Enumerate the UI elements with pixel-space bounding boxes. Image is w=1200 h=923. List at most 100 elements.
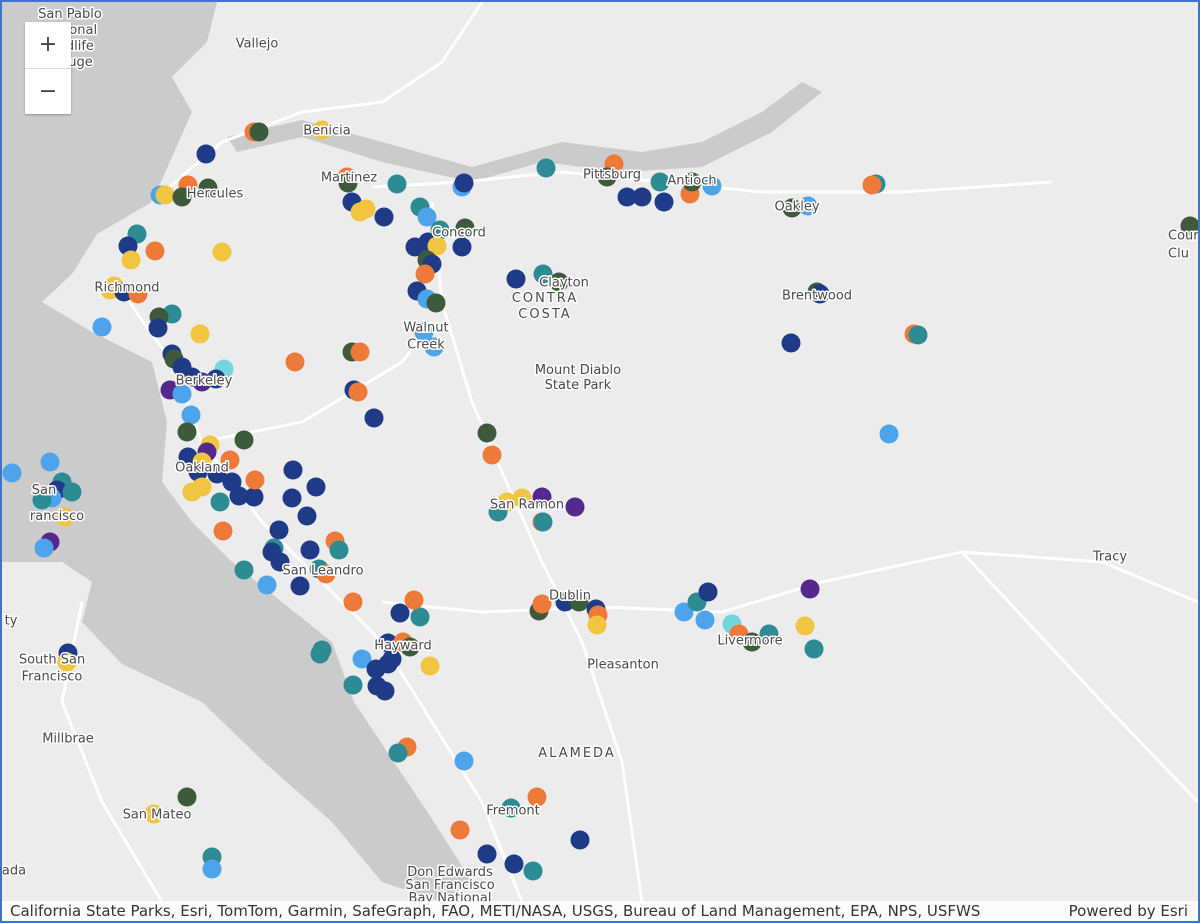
place-label: San Leandro — [282, 564, 363, 579]
location-marker — [57, 652, 77, 672]
place-label: San — [32, 483, 56, 498]
location-marker — [536, 158, 556, 178]
location-marker — [512, 488, 532, 508]
water — [2, 2, 822, 902]
zoom-in-button[interactable]: + — [38, 32, 58, 57]
location-marker — [533, 512, 553, 532]
location-marker — [34, 538, 54, 558]
location-marker — [212, 242, 232, 262]
place-label: South San — [19, 653, 85, 668]
place-label: rancisco — [30, 509, 84, 524]
place-label: COSTA — [518, 307, 571, 322]
location-marker — [452, 237, 472, 257]
location-marker — [210, 492, 230, 512]
location-marker — [879, 424, 899, 444]
place-label: Mount Diablo — [535, 363, 621, 378]
place-label: Antioch — [667, 174, 716, 189]
location-marker — [532, 594, 552, 614]
location-marker — [350, 342, 370, 362]
location-marker — [364, 408, 384, 428]
location-marker — [682, 172, 702, 192]
place-label: Francisco — [22, 670, 83, 685]
location-marker — [504, 854, 524, 874]
location-marker — [182, 367, 202, 387]
location-marker — [378, 633, 398, 653]
location-marker — [782, 198, 802, 218]
location-marker — [415, 264, 435, 284]
location-marker — [32, 490, 52, 510]
location-marker — [343, 592, 363, 612]
location-marker — [213, 521, 233, 541]
place-label: Cour — [1168, 229, 1198, 244]
location-marker — [220, 450, 240, 470]
location-marker — [523, 861, 543, 881]
location-marker — [410, 607, 430, 627]
location-marker — [426, 293, 446, 313]
location-marker — [145, 241, 165, 261]
location-marker — [229, 486, 249, 506]
location-marker — [798, 196, 818, 216]
location-marker — [297, 506, 317, 526]
location-marker — [62, 482, 82, 502]
location-marker — [177, 787, 197, 807]
attribution-bar: California State Parks, Esri, TomTom, Ga… — [2, 901, 1198, 921]
location-marker — [245, 470, 265, 490]
location-marker — [781, 333, 801, 353]
place-label: San Pablo — [38, 7, 102, 22]
zoom-control: + − — [25, 22, 71, 114]
location-marker — [698, 582, 718, 602]
location-marker — [800, 579, 820, 599]
place-label: ty — [5, 614, 18, 629]
location-marker — [144, 804, 164, 824]
place-label: Dublin — [549, 589, 591, 604]
place-label: Millbrae — [42, 732, 94, 747]
location-marker — [155, 185, 175, 205]
location-marker — [270, 552, 290, 572]
location-marker — [1180, 216, 1198, 236]
location-marker — [477, 423, 497, 443]
location-marker — [329, 540, 349, 560]
location-marker — [300, 540, 320, 560]
location-marker — [632, 187, 652, 207]
location-marker — [570, 830, 590, 850]
location-marker — [654, 192, 674, 212]
place-label: Clu — [1168, 247, 1189, 262]
location-marker — [375, 681, 395, 701]
location-marker — [192, 477, 212, 497]
place-label: Clayton — [539, 276, 589, 291]
location-marker — [569, 592, 589, 612]
place-label: Benicia — [303, 124, 351, 139]
location-marker — [501, 798, 521, 818]
location-marker — [702, 176, 722, 196]
location-marker — [198, 178, 218, 198]
location-marker — [555, 592, 575, 612]
location-marker — [196, 144, 216, 164]
location-marker — [455, 218, 475, 238]
location-marker — [282, 488, 302, 508]
location-marker — [121, 250, 141, 270]
location-marker — [202, 859, 222, 879]
markers — [2, 120, 1198, 881]
powered-by: Powered by Esri — [1068, 902, 1188, 920]
location-marker — [527, 787, 547, 807]
location-marker — [404, 590, 424, 610]
location-marker — [587, 615, 607, 635]
location-marker — [427, 236, 447, 256]
place-label: Walnut — [403, 321, 448, 336]
place-label: ada — [2, 864, 26, 879]
place-label: Brentwood — [782, 289, 852, 304]
location-marker — [804, 639, 824, 659]
location-marker — [430, 220, 450, 240]
location-marker — [348, 382, 368, 402]
location-marker — [695, 610, 715, 630]
zoom-out-button[interactable]: − — [25, 68, 71, 114]
location-marker — [388, 743, 408, 763]
location-marker — [420, 656, 440, 676]
location-marker — [172, 187, 192, 207]
location-marker — [177, 422, 197, 442]
location-marker — [234, 560, 254, 580]
location-marker — [810, 284, 830, 304]
location-marker — [234, 430, 254, 450]
location-marker — [488, 502, 508, 522]
